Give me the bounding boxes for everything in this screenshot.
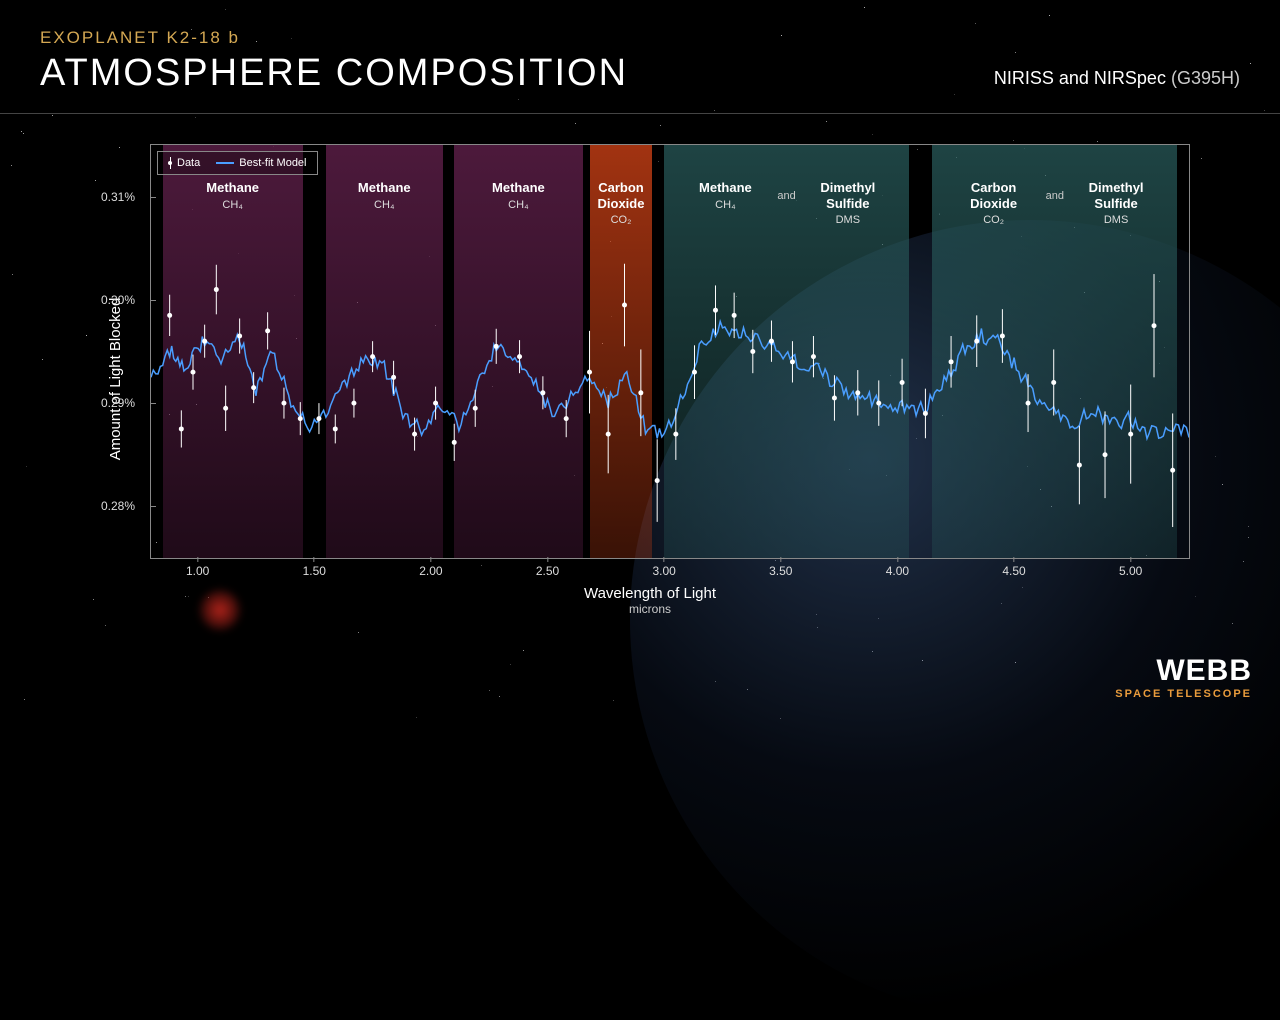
data-point — [949, 359, 954, 364]
legend-data-label: Data — [177, 157, 200, 169]
data-point — [732, 313, 737, 318]
data-point — [351, 401, 356, 406]
data-point — [638, 390, 643, 395]
data-point — [1152, 323, 1157, 328]
y-tick: 0.31% — [101, 190, 135, 204]
data-point — [251, 385, 256, 390]
data-point — [473, 406, 478, 411]
x-tick: 4.00 — [886, 557, 909, 578]
header-title: ATMOSPHERE COMPOSITION — [40, 52, 628, 95]
x-axis-label-main: Wavelength of Light — [584, 585, 716, 602]
data-point — [923, 411, 928, 416]
x-tick: 3.50 — [769, 557, 792, 578]
data-point — [452, 440, 457, 445]
data-point — [692, 370, 697, 375]
x-tick: 2.00 — [419, 557, 442, 578]
data-point — [1051, 380, 1056, 385]
data-point — [750, 349, 755, 354]
legend-model-label: Best-fit Model — [239, 157, 306, 169]
data-point — [540, 390, 545, 395]
data-point — [433, 401, 438, 406]
spectrum-svg — [151, 145, 1189, 558]
x-tick: 3.00 — [652, 557, 675, 578]
webb-logo: WEBB SPACE TELESCOPE — [1115, 654, 1252, 700]
data-point — [832, 395, 837, 400]
model-line-icon — [216, 162, 234, 164]
data-point — [811, 354, 816, 359]
data-point — [769, 339, 774, 344]
legend-item-model: Best-fit Model — [216, 157, 306, 169]
data-point — [370, 354, 375, 359]
data-point — [179, 426, 184, 431]
y-tick: 0.28% — [101, 499, 135, 513]
x-tick: 4.50 — [1002, 557, 1025, 578]
chart-container: Amount of Light Blocked Wavelength of Li… — [110, 144, 1190, 614]
data-point — [494, 344, 499, 349]
data-point — [790, 359, 795, 364]
x-tick: 1.50 — [303, 557, 326, 578]
data-point — [564, 416, 569, 421]
legend-item-data: Data — [168, 157, 200, 169]
y-tick: 0.30% — [101, 293, 135, 307]
data-point — [214, 287, 219, 292]
data-point — [673, 432, 678, 437]
data-point — [655, 478, 660, 483]
data-point — [265, 328, 270, 333]
logo-sub: SPACE TELESCOPE — [1115, 688, 1252, 700]
data-point — [1077, 463, 1082, 468]
header-subtitle: EXOPLANET K2-18 b — [40, 28, 628, 48]
x-axis-label-sub: microns — [584, 602, 716, 616]
data-point — [391, 375, 396, 380]
logo-main: WEBB — [1115, 654, 1252, 688]
data-point — [1103, 452, 1108, 457]
data-point — [517, 354, 522, 359]
data-point — [606, 432, 611, 437]
x-tick: 2.50 — [536, 557, 559, 578]
data-point — [202, 339, 207, 344]
data-point — [298, 416, 303, 421]
data-point — [974, 339, 979, 344]
y-tick: 0.29% — [101, 396, 135, 410]
legend: Data Best-fit Model — [157, 151, 318, 175]
model-curve — [151, 321, 1189, 438]
data-point — [855, 390, 860, 395]
data-point — [281, 401, 286, 406]
data-point — [1000, 334, 1005, 339]
data-point — [223, 406, 228, 411]
data-point — [190, 370, 195, 375]
data-point — [1128, 432, 1133, 437]
data-point — [412, 432, 417, 437]
data-point — [622, 303, 627, 308]
data-point — [876, 401, 881, 406]
data-point — [316, 416, 321, 421]
data-point — [587, 370, 592, 375]
header: EXOPLANET K2-18 b ATMOSPHERE COMPOSITION… — [0, 0, 1280, 114]
data-point — [333, 426, 338, 431]
y-axis-label: Amount of Light Blocked — [107, 298, 124, 461]
instrument-main: NIRISS and NIRSpec — [994, 68, 1166, 88]
data-point — [1026, 401, 1031, 406]
x-tick: 5.00 — [1119, 557, 1142, 578]
data-point — [237, 334, 242, 339]
data-point — [1170, 468, 1175, 473]
data-point — [900, 380, 905, 385]
header-instrument: NIRISS and NIRSpec (G395H) — [994, 68, 1240, 95]
data-point — [713, 308, 718, 313]
data-marker-icon — [168, 161, 172, 165]
x-tick: 1.00 — [186, 557, 209, 578]
data-point — [167, 313, 172, 318]
plot-area: CarbonDioxideCO₂DimethylSulfideDMSandMet… — [150, 144, 1190, 559]
x-axis-label: Wavelength of Light microns — [584, 585, 716, 616]
instrument-paren: (G395H) — [1171, 68, 1240, 88]
